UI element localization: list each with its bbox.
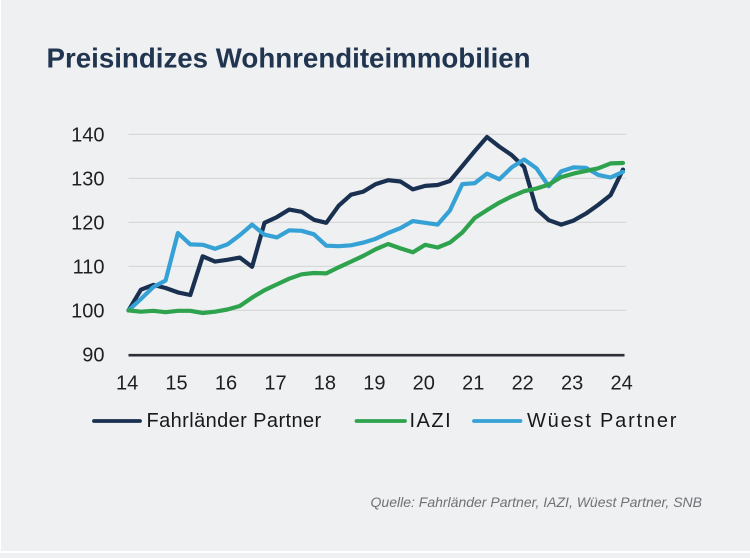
svg-text:14: 14: [116, 373, 138, 395]
svg-text:130: 130: [71, 168, 104, 190]
svg-text:Quelle: Fahrländer Partner, IA: Quelle: Fahrländer Partner, IAZI, Wüest …: [371, 494, 702, 510]
svg-text:17: 17: [264, 373, 286, 395]
svg-text:15: 15: [165, 373, 187, 395]
svg-text:23: 23: [561, 373, 583, 395]
svg-text:21: 21: [462, 373, 484, 395]
svg-text:Preisindizes Wohnrenditeimmobi: Preisindizes Wohnrenditeimmobilien: [47, 43, 531, 74]
svg-text:Wüest Partner: Wüest Partner: [527, 410, 678, 432]
svg-text:24: 24: [610, 373, 632, 395]
svg-text:Fahrländer Partner: Fahrländer Partner: [147, 410, 322, 432]
svg-text:IAZI: IAZI: [410, 410, 453, 432]
svg-text:100: 100: [71, 300, 104, 322]
svg-text:20: 20: [413, 373, 435, 395]
svg-text:120: 120: [71, 212, 104, 234]
svg-text:110: 110: [73, 256, 105, 278]
svg-text:16: 16: [215, 373, 237, 395]
svg-text:19: 19: [363, 373, 385, 395]
svg-text:90: 90: [82, 344, 104, 366]
svg-text:140: 140: [71, 124, 104, 146]
svg-text:18: 18: [314, 373, 336, 395]
svg-text:22: 22: [512, 373, 534, 395]
